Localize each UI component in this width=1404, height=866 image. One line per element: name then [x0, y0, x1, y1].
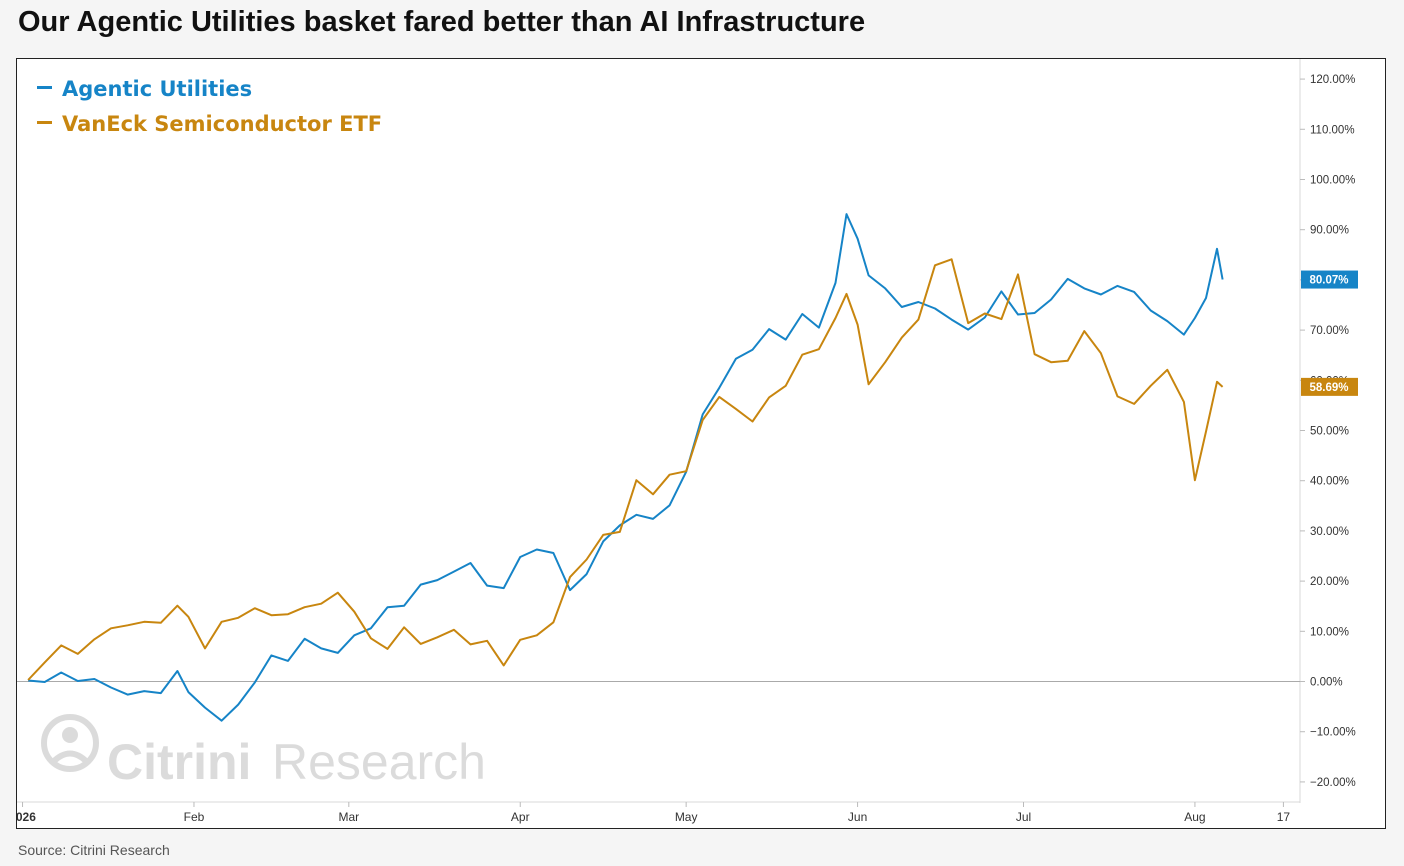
end-label-box-1	[1301, 377, 1358, 396]
end-label-box-0	[1301, 270, 1358, 289]
y-tick-label: −20.00%	[1310, 777, 1356, 789]
series-line-0	[28, 213, 1224, 722]
y-tick-label: 0.00%	[1310, 677, 1343, 689]
legend-label-agentic: Agentic Utilities	[62, 77, 253, 101]
x-tick-label: Jul	[1016, 810, 1031, 824]
chart-title: Our Agentic Utilities basket fared bette…	[18, 6, 866, 38]
y-tick-label: 20.00%	[1310, 576, 1349, 588]
legend-label-vaneck: VanEck Semiconductor ETF	[62, 112, 383, 136]
y-tick-label: 40.00%	[1310, 476, 1349, 488]
legend-swatch-agentic	[37, 85, 52, 89]
y-axis: −20.00% −10.00% 0.00% 10.00% 20.00% 30.00% 40.…	[17, 74, 1356, 789]
chart-frame: Citrini Research −20.00% −10.00% 0.00% 10.0…	[16, 58, 1386, 829]
x-axis: 2026 Feb Mar Apr May Jun Jul Aug 17	[17, 802, 1290, 824]
x-tick-label: 2026	[17, 810, 36, 824]
y-tick-label: 120.00%	[1310, 74, 1355, 86]
x-tick-label: May	[675, 810, 698, 824]
end-label-0: 80.07%	[1309, 275, 1348, 287]
end-label-1: 58.69%	[1309, 382, 1348, 394]
x-tick-label: Apr	[511, 810, 530, 824]
x-tick-label: Feb	[184, 810, 205, 824]
y-tick-label: 100.00%	[1310, 174, 1355, 186]
x-tick-label: Mar	[338, 810, 359, 824]
y-tick-label: 30.00%	[1310, 526, 1349, 538]
y-tick-label: 70.00%	[1310, 325, 1349, 337]
watermark-logo: Citrini Research	[41, 714, 486, 790]
legend-item-agentic[interactable]: Agentic Utilities	[37, 77, 252, 101]
y-tick-label: 10.00%	[1310, 626, 1349, 638]
x-tick-label: Jun	[848, 810, 867, 824]
watermark-text-light: Research	[272, 734, 486, 790]
legend-item-vaneck[interactable]: VanEck Semiconductor ETF	[37, 112, 382, 136]
series-line-1	[27, 258, 1224, 681]
watermark-text-bold: Citrini	[107, 734, 251, 790]
legend-swatch-vaneck	[37, 120, 52, 124]
y-tick-label: 110.00%	[1310, 124, 1355, 136]
chart-plot: Citrini Research −20.00% −10.00% 0.00% 10.0…	[17, 59, 1358, 824]
end-labels: 80.07% 58.69%	[1301, 270, 1358, 396]
y-tick-label: 90.00%	[1310, 225, 1349, 237]
y-tick-label: 50.00%	[1310, 426, 1349, 438]
y-tick-label: −10.00%	[1310, 727, 1356, 739]
source-note: Source: Citrini Research	[18, 842, 170, 858]
x-tick-label: Aug	[1184, 810, 1205, 824]
series-lines	[27, 213, 1224, 722]
x-tick-label: 17	[1277, 810, 1291, 824]
